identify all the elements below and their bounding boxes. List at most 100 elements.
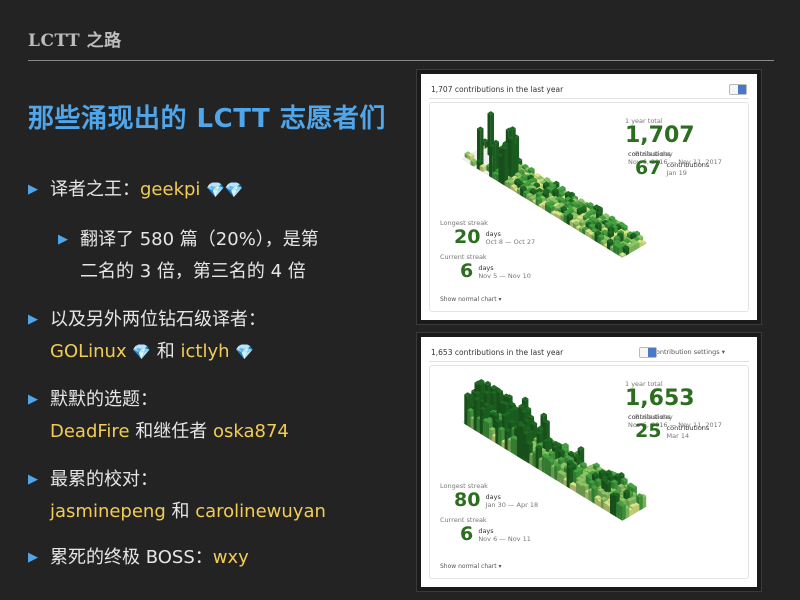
stat-longest-streak: Longest streak 20 days Oct 8 — Oct 27 [440,219,535,247]
contribution-cell [557,456,565,461]
contribution-cell [501,412,509,417]
contribution-cell [589,208,597,213]
chart-toggle-icon[interactable] [729,84,747,95]
contribution-cell [591,485,598,490]
contribution-cell [548,450,556,455]
contribution-cell [530,181,537,186]
show-normal-chart-link[interactable]: Show normal chart ▾ [440,563,502,570]
contribution-cell [601,490,608,495]
stat-value: 1,707 [625,123,695,148]
contribution-cell [548,458,555,462]
contribution-cell [495,141,499,176]
contribution-cell [521,163,529,168]
contribution-cell [604,480,611,485]
contribution-cell [619,502,626,507]
stat-range: Nov 5 — Nov 10 [478,272,531,280]
contribution-cell [600,241,604,247]
contribution-cell [551,466,555,479]
contribution-cell [617,232,624,237]
contribution-cell [482,419,486,438]
contribution-cell [639,241,643,248]
diamond-icon: 💎 [235,343,254,361]
contribution-cell [610,488,618,493]
chart-toggle-icon[interactable] [639,347,657,358]
contribution-cell [506,394,513,399]
contribution-cell [588,223,596,228]
contribution-cell [498,155,502,184]
stat-value: 6 [460,260,474,282]
panel-header: 1,653 contributions in the last year Con… [429,345,749,362]
contribution-cell [554,464,558,481]
contribution-cell [486,421,490,440]
contribution-cell [548,204,555,209]
contribution-cell [473,398,477,432]
stat-range: Nov 6, 2016 — Nov 11, 2017 [628,158,722,166]
contribution-cell [632,243,636,252]
contribution-cell [517,180,524,185]
contribution-cell [502,401,510,406]
slide-header: LCTT 之路 [28,31,122,51]
contribution-cell [525,166,532,171]
contribution-cell [566,459,574,464]
contribution-cell [499,400,507,405]
contribution-cell [479,406,487,411]
contribution-settings-dropdown[interactable]: Contribution settings ▾ [651,348,725,356]
contribution-cell [594,230,601,235]
contribution-cell [526,442,530,464]
contribution-cell [625,246,630,256]
contribution-cell [642,495,647,509]
contribution-cell [601,477,608,482]
contribution-cell [566,466,570,489]
contribution-cell [501,145,508,150]
stat-value: 67 [635,157,662,179]
contribution-cell [483,402,490,407]
contribution-cell [574,453,581,458]
contribution-cell [618,221,625,226]
contribution-cell [507,179,515,184]
stat-unit: contributions [628,413,671,421]
contribution-cell [477,381,485,386]
contribution-cell [564,454,571,459]
contribution-cell [623,237,630,242]
contribution-cell [520,187,524,197]
contribution-cell [542,190,549,194]
triangle-right-icon: ▶ [28,392,38,407]
contribution-cell [517,188,521,196]
contribution-cell [608,215,616,220]
contribution-cell [552,444,559,449]
contribution-cell [586,210,593,215]
contribution-cell [607,225,615,230]
contribution-cell [593,204,600,209]
contribution-cell [495,418,502,423]
contribution-cell [492,171,499,176]
stat-value: 6 [460,523,474,545]
contribution-cell [513,438,517,457]
boss-name: wxy [212,547,249,568]
stat-longest-streak: Longest streak 80 days Jan 30 — Apr 18 [440,482,538,510]
contribution-cell [560,471,567,476]
contribution-cell [544,456,548,476]
contribution-cell [467,407,474,412]
contribution-cell [517,425,521,459]
contribution-cell [579,225,586,230]
contribution-cell [492,435,496,443]
stat-current-streak: Current streak 6 days Nov 5 — Nov 10 [440,253,531,281]
stat-label: Busiest day [635,150,673,158]
contribution-cell [622,245,630,249]
contribution-chart-area: 1 year total 1,707 contributions Nov 6, 2… [429,102,749,312]
contribution-cell [536,187,543,192]
contribution-cell [579,219,586,224]
contribution-cell [535,191,543,196]
contribution-cell [533,182,540,186]
contribution-cell [601,219,609,224]
contribution-cell [521,396,529,401]
contribution-cell [639,495,643,511]
stat-value: 25 [635,420,662,442]
stat-range: Oct 8 — Oct 27 [485,238,536,246]
contribution-cell [619,254,623,258]
contribution-cell [514,142,519,180]
stat-unit: days [478,527,494,535]
bullet-boss: ▶ 累死的终极 BOSS：wxy [28,542,249,574]
selector-name: oska874 [212,421,289,442]
show-normal-chart-link[interactable]: Show normal chart ▾ [440,296,502,303]
